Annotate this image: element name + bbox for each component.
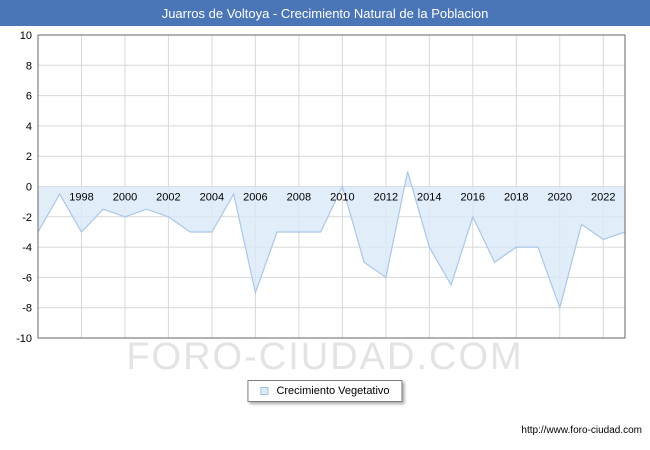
- svg-text:2004: 2004: [200, 192, 224, 204]
- legend: Crecimiento Vegetativo: [247, 380, 403, 402]
- svg-text:10: 10: [20, 30, 32, 42]
- svg-text:2022: 2022: [591, 192, 615, 204]
- svg-text:-10: -10: [16, 333, 32, 345]
- svg-text:2008: 2008: [287, 192, 311, 204]
- svg-text:2014: 2014: [417, 192, 441, 204]
- svg-text:2018: 2018: [504, 192, 528, 204]
- legend-label: Crecimiento Vegetativo: [276, 385, 390, 397]
- svg-text:-6: -6: [22, 272, 32, 284]
- svg-text:2000: 2000: [113, 192, 137, 204]
- svg-text:-4: -4: [22, 242, 32, 254]
- svg-text:2006: 2006: [243, 192, 267, 204]
- svg-text:4: 4: [26, 121, 32, 133]
- svg-text:2010: 2010: [330, 192, 354, 204]
- legend-marker-square: [260, 387, 269, 395]
- watermark: FORO-CIUDAD.COM: [126, 336, 524, 378]
- svg-text:-2: -2: [22, 212, 32, 224]
- svg-text:2002: 2002: [156, 192, 180, 204]
- svg-text:2016: 2016: [461, 192, 485, 204]
- svg-text:-8: -8: [22, 303, 32, 315]
- svg-text:2020: 2020: [548, 192, 572, 204]
- chart-title: Juarros de Voltoya - Crecimiento Natural…: [0, 0, 650, 26]
- svg-text:2012: 2012: [374, 192, 398, 204]
- svg-text:6: 6: [26, 91, 32, 103]
- svg-text:8: 8: [26, 60, 32, 72]
- svg-text:0: 0: [26, 182, 32, 194]
- footer-url[interactable]: http://www.foro-ciudad.com: [521, 425, 642, 436]
- svg-text:2: 2: [26, 151, 32, 163]
- svg-text:1998: 1998: [69, 192, 93, 204]
